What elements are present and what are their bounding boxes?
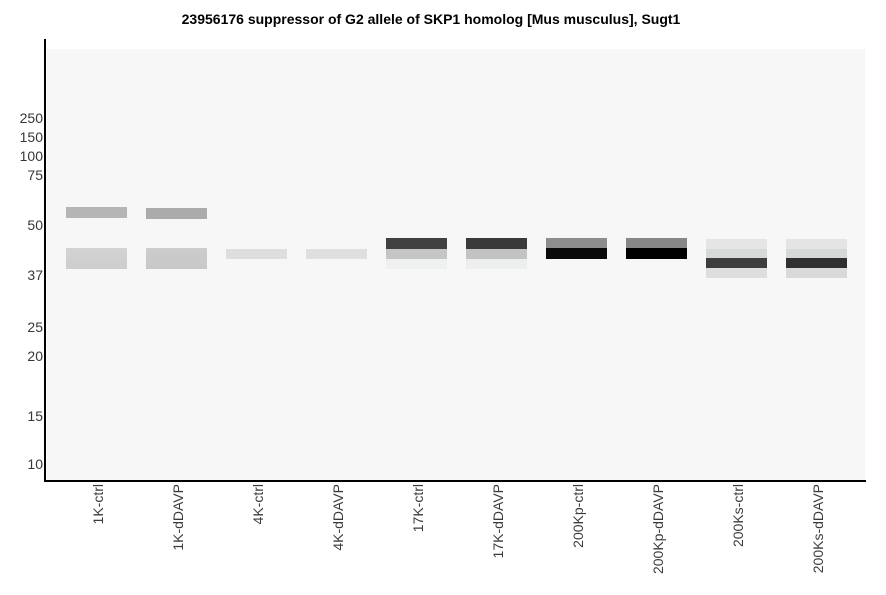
mw-marker-label-20: 20 (27, 348, 43, 364)
gel-band (626, 248, 687, 259)
gel-band (226, 249, 287, 259)
gel-band (786, 249, 847, 258)
gel-band (626, 238, 687, 248)
lane-label-4K-ctrl: 4K-ctrl (250, 484, 266, 525)
gel-band (386, 259, 447, 269)
mw-marker-label-150: 150 (19, 129, 43, 145)
lane-label-4K-dDAVP: 4K-dDAVP (330, 484, 346, 551)
mw-marker-label-25: 25 (27, 319, 43, 335)
gel-band (466, 238, 527, 249)
gel-band (386, 238, 447, 249)
lane-label-17K-ctrl: 17K-ctrl (410, 484, 426, 533)
lane-label-200Kp-ctrl: 200Kp-ctrl (570, 484, 586, 548)
gel-band (386, 249, 447, 259)
mw-marker-label-10: 10 (27, 456, 43, 472)
gel-band (306, 249, 367, 259)
gel-band (466, 259, 527, 269)
lane-label-200Kp-dDAVP: 200Kp-dDAVP (650, 484, 666, 575)
gel-band (466, 249, 527, 259)
lane-label-1K-dDAVP: 1K-dDAVP (170, 484, 186, 551)
gel-band (66, 207, 127, 218)
y-axis-line (44, 39, 46, 482)
gel-band (786, 258, 847, 268)
lane-label-1K-ctrl: 1K-ctrl (90, 484, 106, 525)
mw-marker-label-100: 100 (19, 148, 43, 164)
lane-label-17K-dDAVP: 17K-dDAVP (490, 484, 506, 559)
mw-marker-label-50: 50 (27, 217, 43, 233)
gel-band (706, 268, 767, 278)
gel-band (546, 238, 607, 248)
gel-band (66, 248, 127, 269)
mw-marker-label-75: 75 (27, 167, 43, 183)
x-axis-line (44, 480, 866, 482)
gel-band (546, 248, 607, 259)
lane-label-200Ks-dDAVP: 200Ks-dDAVP (810, 484, 826, 574)
mw-marker-label-15: 15 (27, 408, 43, 424)
gel-band (706, 239, 767, 249)
gel-band (706, 258, 767, 268)
chart-title: 23956176 suppressor of G2 allele of SKP1… (181, 11, 681, 27)
gel-band (146, 208, 207, 219)
gel-band (786, 239, 847, 249)
lane-label-200Ks-ctrl: 200Ks-ctrl (730, 484, 746, 548)
gel-band (146, 248, 207, 269)
gel-band (706, 249, 767, 258)
mw-marker-label-37: 37 (27, 267, 43, 283)
gel-band (786, 268, 847, 278)
mw-marker-label-250: 250 (19, 110, 43, 126)
